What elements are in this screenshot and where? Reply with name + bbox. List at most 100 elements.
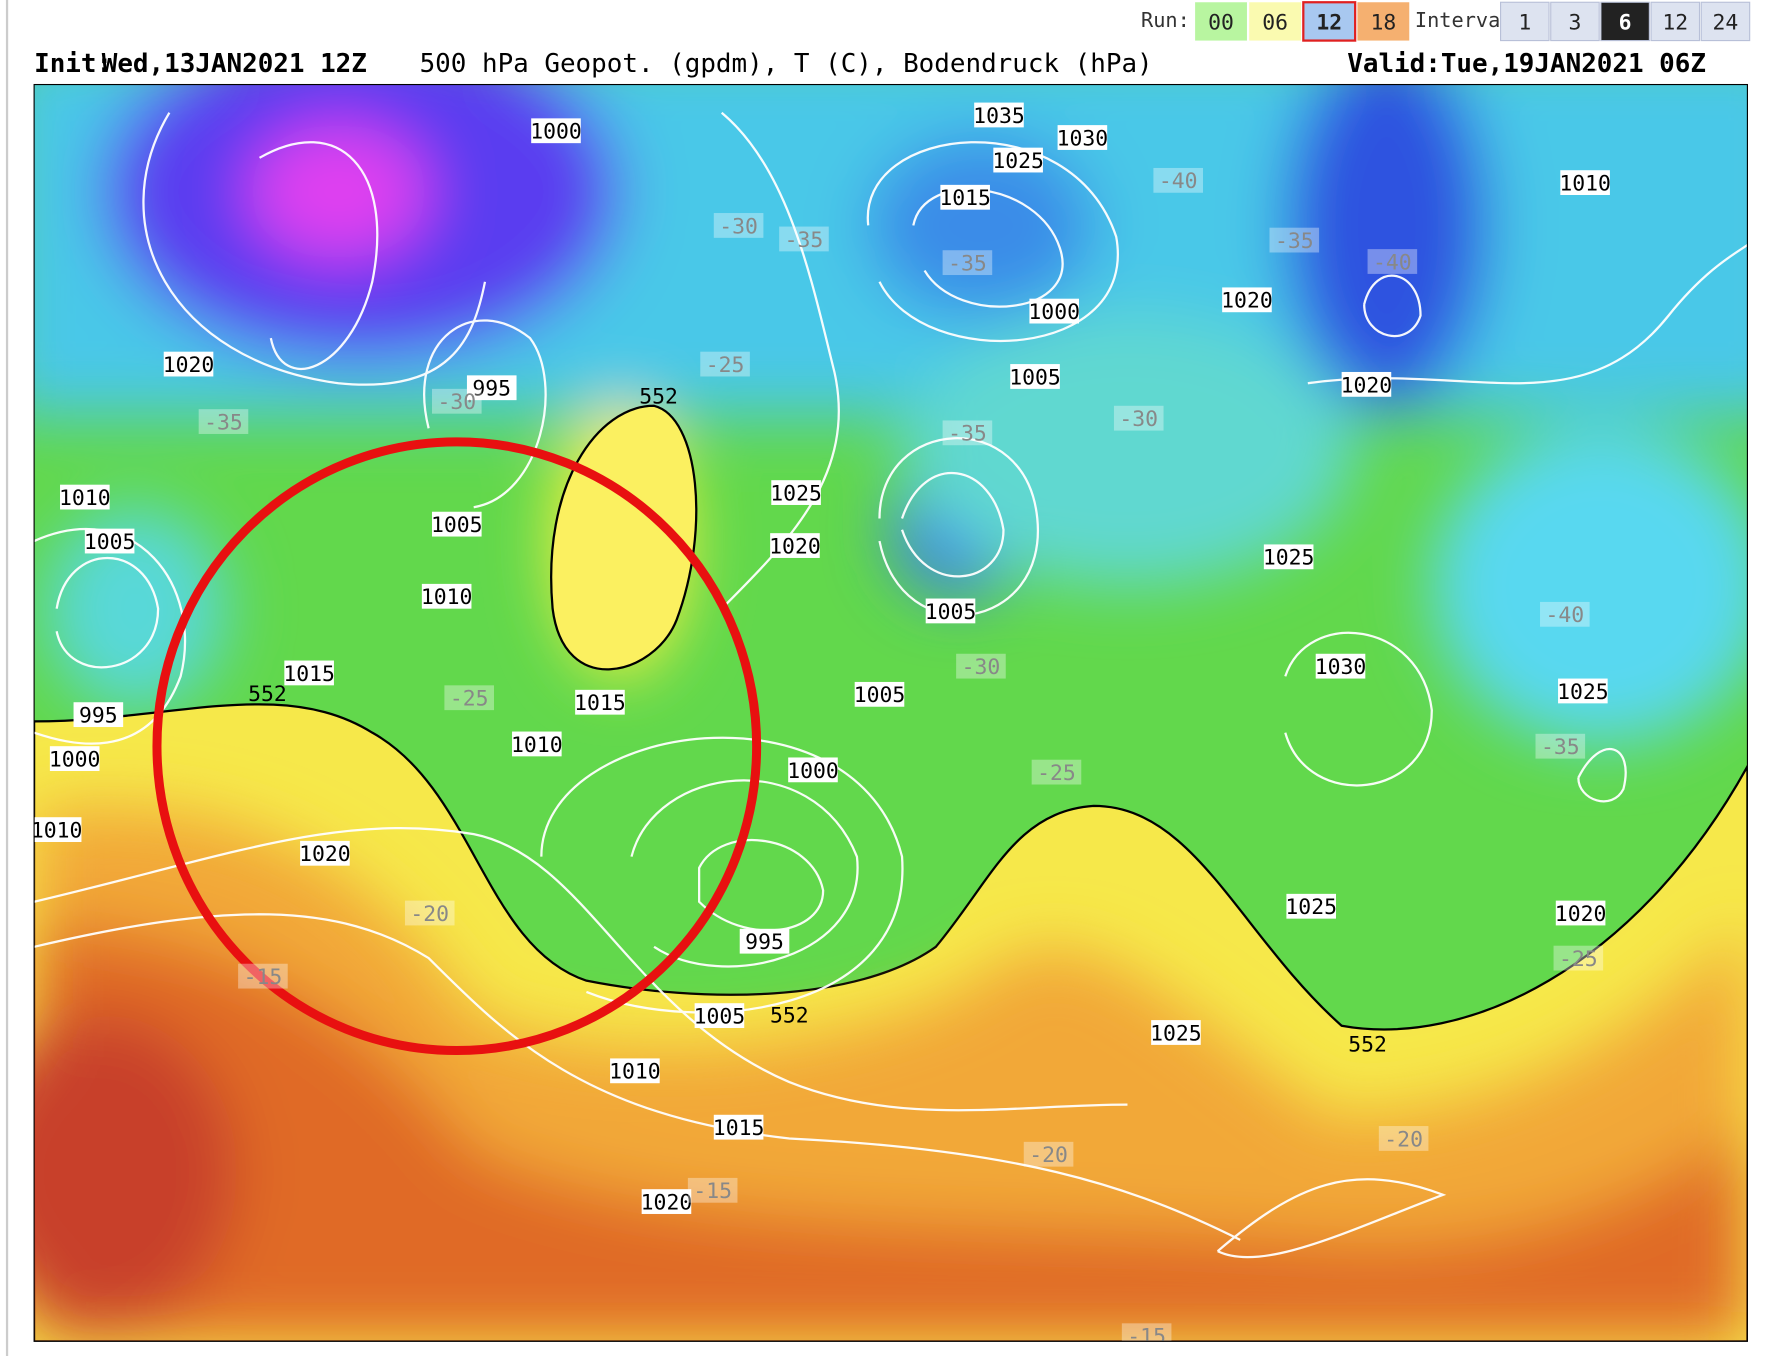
map: 1035103010251015100010051020102010101000…: [31, 84, 1748, 1350]
pressure-label-box: [610, 1058, 660, 1084]
interval-button-label[interactable]: 1: [1518, 10, 1531, 35]
interval-button[interactable]: [1500, 1, 1550, 42]
run-button-label[interactable]: 00: [1208, 10, 1234, 35]
interval-button-label[interactable]: 12: [1662, 10, 1688, 35]
pressure-label-box: [1341, 371, 1392, 397]
pressure-label: 1030: [1057, 126, 1109, 151]
pressure-label-box: [60, 484, 110, 510]
pressure-label: 1005: [1009, 365, 1061, 390]
temperature-label: -40: [1545, 603, 1584, 628]
temperature-label-box: [1378, 1126, 1429, 1151]
temperature-label-box: [198, 409, 249, 434]
run-label: Run:: [1141, 8, 1190, 32]
pressure-label-box: [1010, 364, 1060, 389]
pressure-label-box: [925, 598, 976, 624]
pressure-label-box: [940, 184, 990, 210]
run-button-label[interactable]: 06: [1262, 10, 1288, 35]
pressure-label: 1005: [925, 600, 977, 625]
pressure-label: 1020: [163, 353, 215, 378]
run-button[interactable]: [1195, 2, 1247, 41]
pressure-label: 1025: [1150, 1021, 1202, 1046]
temperature-label-box: [444, 685, 494, 711]
temperature-label: -15: [1127, 1325, 1166, 1350]
temperature-label: -30: [962, 655, 1001, 680]
geopotential-label: 552: [248, 682, 287, 707]
pressure-label-box: [49, 746, 100, 771]
temperature-label-box: [1121, 1323, 1172, 1342]
pressure-label-box: [1315, 653, 1366, 679]
run-button-label[interactable]: 12: [1316, 10, 1342, 35]
pressure-label-box: [854, 681, 905, 707]
geopotential-label: 552: [770, 1003, 809, 1028]
interval-button[interactable]: [1550, 1, 1600, 42]
pressure-label: 1000: [1028, 300, 1080, 325]
pressure-label: 1015: [283, 662, 335, 687]
pressure-label: 1010: [609, 1060, 661, 1085]
pressure-label-box: [770, 533, 820, 558]
interval-button-label[interactable]: 24: [1713, 10, 1739, 35]
pressure-label: 1005: [854, 683, 906, 708]
pressure-label: 1000: [530, 120, 582, 145]
interval-button-label[interactable]: 6: [1619, 10, 1632, 35]
run-button[interactable]: [1249, 2, 1302, 41]
pressure-label-box: [1263, 544, 1314, 570]
pressure-label-box: [466, 375, 517, 401]
init-time: Wed,13JAN2021 12Z: [102, 49, 367, 79]
run-button-label[interactable]: 18: [1370, 10, 1396, 35]
pressure-label-box: [739, 928, 790, 954]
pressure-label-box: [788, 757, 838, 783]
pressure-label-box: [34, 817, 82, 843]
pressure-label: 1005: [694, 1004, 746, 1029]
pressure-label-box: [641, 1189, 692, 1214]
pressure-label: 1020: [641, 1190, 693, 1215]
pressure-label: 1025: [1557, 680, 1609, 705]
pressure-label: 1010: [421, 585, 473, 610]
temperature-label-box: [1540, 601, 1590, 627]
pressure-label: 1020: [1555, 902, 1607, 927]
interval-button[interactable]: [1600, 1, 1650, 42]
init-label: Init:: [34, 49, 112, 79]
pressure-label: 1025: [992, 149, 1044, 174]
map-title: 500 hPa Geopot. (gpdm), T (C), Bodendruc…: [420, 49, 1153, 79]
temperature-label-box: [432, 388, 482, 414]
temperature-label: -35: [204, 410, 243, 435]
geopotential-label: 552: [1348, 1033, 1387, 1058]
interval-label: Interval: [1415, 8, 1513, 32]
temperature-label: -40: [1373, 250, 1412, 275]
pressure-label: 995: [79, 704, 118, 729]
pressure-label: 1005: [84, 530, 136, 555]
temperature-label: -25: [1559, 947, 1598, 972]
temperature-label-box: [956, 653, 1006, 679]
interval-button-label[interactable]: 3: [1569, 10, 1582, 35]
run-button[interactable]: [1357, 2, 1410, 41]
pressure-label: 1030: [1315, 655, 1367, 680]
pressure-label-box: [974, 102, 1024, 128]
pressure-label-box: [84, 528, 135, 554]
temperature-label: -40: [1159, 169, 1198, 194]
pressure-label: 1015: [713, 1116, 765, 1141]
temperature-label: -25: [706, 353, 745, 378]
interval-button[interactable]: [1650, 1, 1701, 42]
pressure-label-box: [300, 840, 350, 866]
pressure-label-box: [163, 351, 214, 377]
pressure-label: 1015: [939, 186, 991, 211]
temperature-label-box: [1153, 167, 1203, 193]
temperature-label: -35: [1541, 735, 1580, 760]
run-button[interactable]: [1302, 1, 1357, 42]
valid-label: Valid:: [1347, 49, 1441, 79]
annotation-circle: [152, 437, 762, 1056]
temperature-label: -15: [693, 1179, 732, 1204]
pressure-label: 1010: [31, 818, 83, 843]
pressure-label-box: [1222, 287, 1272, 313]
pressure-label: 1035: [973, 104, 1025, 129]
interval-button[interactable]: [1700, 1, 1751, 42]
pressure-label: 1010: [59, 486, 111, 511]
pressure-label: 1010: [511, 733, 563, 758]
pressure-label-box: [432, 511, 482, 537]
temperature-label-box: [713, 213, 764, 238]
temperature-label-box: [942, 250, 993, 276]
pressure-label: 1015: [574, 691, 626, 716]
header: Init: Wed,13JAN2021 12Z 500 hPa Geopot. …: [34, 49, 1706, 79]
temperature-label: -30: [1119, 407, 1158, 432]
